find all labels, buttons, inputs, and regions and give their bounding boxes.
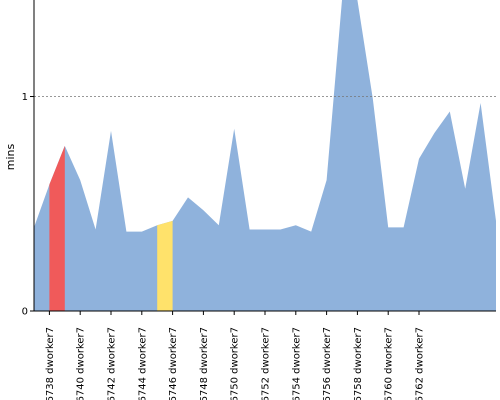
- x-tick-label: #6756 dworker7: [322, 327, 333, 400]
- x-tick-label: #6752 dworker7: [261, 327, 272, 400]
- x-tick-label: #6748 dworker7: [199, 327, 210, 400]
- highlight-bar-2: [157, 220, 173, 311]
- x-tick-label: #6742 dworker7: [107, 327, 118, 400]
- series-area: [34, 0, 496, 311]
- x-tick-label: #6738 dworker7: [45, 327, 56, 400]
- highlight-bar-1: [49, 145, 65, 311]
- x-tick-label: #6746 dworker7: [168, 327, 179, 400]
- x-tick-label: #6754 dworker7: [291, 327, 302, 400]
- plot-area: [34, 0, 496, 311]
- x-tick-label: #6758 dworker7: [353, 327, 364, 400]
- y-tick-label: 1: [22, 92, 28, 103]
- x-tick-label: #6760 dworker7: [384, 327, 395, 400]
- x-axis: #6738 dworker7 #6740 dworker7 #6742 dworke…: [34, 310, 496, 400]
- x-tick-label: #6740 dworker7: [76, 327, 87, 400]
- y-axis-title: mins: [4, 143, 17, 170]
- x-tick-label: #6750 dworker7: [230, 327, 241, 400]
- highlight-bars: [49, 145, 173, 311]
- x-tick-label: #6744 dworker7: [137, 327, 148, 400]
- y-tick-label: 0: [22, 307, 28, 318]
- x-tick-label: #6762 dworker7: [415, 327, 426, 400]
- y-axis: 01: [22, 0, 35, 318]
